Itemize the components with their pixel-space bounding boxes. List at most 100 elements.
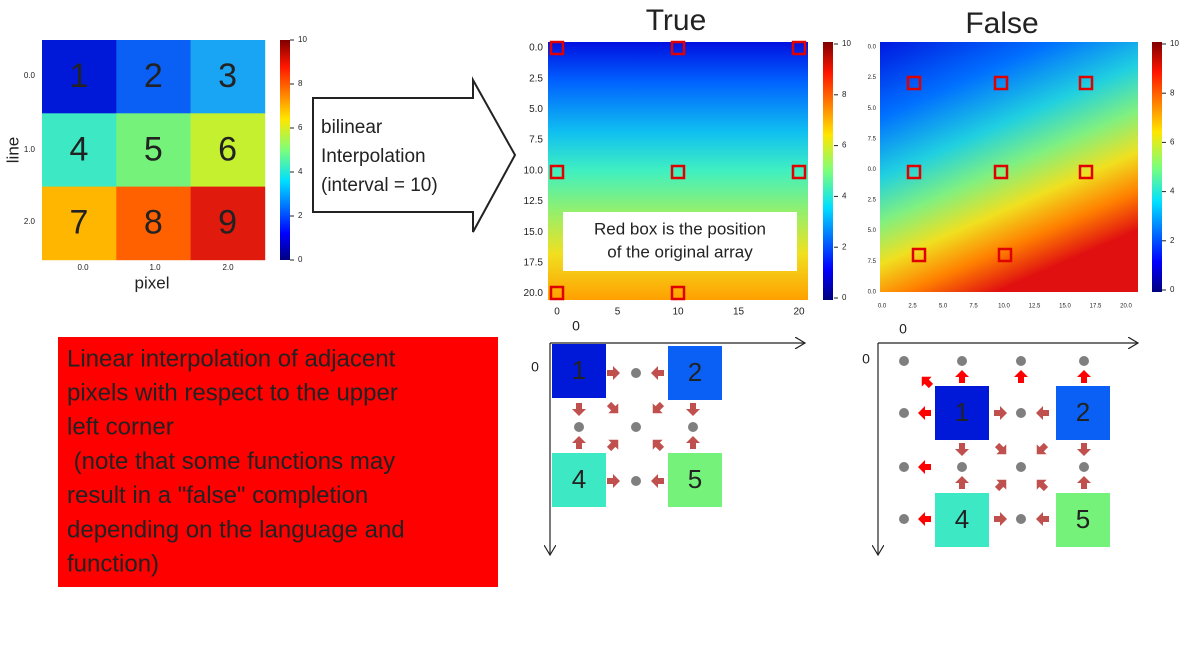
- y-tick-label: 0.0: [868, 167, 877, 173]
- heatmap-cell: [42, 113, 117, 187]
- colorbar-tick-label: 0: [298, 255, 303, 264]
- cell-value: 6: [218, 130, 237, 168]
- sample-dot: [631, 368, 641, 378]
- x-tick-label: 0.0: [77, 263, 89, 272]
- sample-dot: [1016, 514, 1026, 524]
- arrow: [994, 512, 1007, 526]
- sample-dot: [899, 408, 909, 418]
- x-tick-label: 15.0: [1059, 304, 1071, 310]
- panel-title: False: [965, 7, 1038, 40]
- y-tick-label: 0.0: [24, 71, 36, 80]
- cell-value: 2: [688, 357, 702, 387]
- x-tick-label: 5: [615, 307, 621, 318]
- x-tick-label: 1.0: [149, 263, 161, 272]
- arrow: [994, 406, 1007, 420]
- cell-value: 8: [144, 204, 163, 242]
- colorbar-tick-label: 10: [298, 35, 307, 44]
- heatmap-cell: [190, 186, 266, 261]
- y-tick-label: 7.5: [529, 135, 543, 146]
- x-tick-label: 20: [793, 307, 805, 318]
- cell-value: 2: [1076, 397, 1090, 427]
- arrow-text: bilinear: [321, 117, 383, 138]
- sample-dot: [1016, 462, 1026, 472]
- colorbar-tick-label: 6: [298, 123, 303, 132]
- x-tick-label: 0: [554, 307, 560, 318]
- cell-value: 1: [955, 397, 969, 427]
- red-box: [791, 164, 807, 180]
- sample-dot: [1016, 356, 1026, 366]
- sample-dot: [688, 422, 698, 432]
- arrow: [607, 366, 620, 380]
- heatmap-cell: [190, 113, 266, 187]
- arrow: [572, 403, 586, 416]
- pixel-cell: [1056, 493, 1110, 547]
- arrow-shape: [312, 76, 517, 233]
- arrow: [955, 476, 969, 489]
- arrow: [1031, 474, 1051, 494]
- arrow: [647, 399, 667, 419]
- red-box: [906, 164, 922, 180]
- cell-value: 1: [70, 57, 89, 95]
- x-tick-label: 10: [672, 307, 684, 318]
- heatmap-cell: [42, 186, 117, 261]
- y-tick-label: 7.5: [868, 259, 877, 265]
- red-box: [670, 164, 686, 180]
- colorbar: [823, 42, 833, 300]
- x-tick-label: 17.5: [1090, 304, 1102, 310]
- cell-value: 5: [144, 130, 163, 168]
- y-tick-label: 2.0: [24, 217, 36, 226]
- y-tick-label: 7.5: [868, 136, 877, 142]
- cell-value: 5: [1076, 504, 1090, 534]
- colorbar-tick-label: 6: [842, 141, 847, 150]
- arrow: [1014, 370, 1028, 383]
- colorbar-tick-label: 2: [1170, 236, 1175, 245]
- colorbar-tick-label: 6: [1170, 138, 1175, 147]
- arrow: [1036, 512, 1049, 526]
- sample-dot: [957, 356, 967, 366]
- arrow: [1036, 406, 1049, 420]
- cell-value: 4: [955, 504, 969, 534]
- y-tick-label: 10.0: [524, 165, 544, 176]
- colorbar-tick-label: 0: [1170, 285, 1175, 294]
- colorbar-tick-label: 10: [842, 39, 851, 48]
- sample-dot: [1079, 462, 1089, 472]
- arrow-text: (interval = 10): [321, 175, 438, 196]
- colorbar-tick-label: 0: [842, 293, 847, 302]
- heatmap-cell: [190, 40, 266, 114]
- red-box: [791, 40, 807, 56]
- arrow: [1077, 443, 1091, 456]
- arrow-text: Interpolation: [321, 146, 426, 167]
- arrow: [572, 436, 586, 449]
- y-tick-label: 0.0: [868, 45, 877, 51]
- y-tick-label: 1.0: [24, 145, 36, 154]
- note-box: [58, 337, 498, 587]
- colorbar-tick-label: 4: [298, 167, 303, 176]
- x-tick-label: 12.5: [1029, 304, 1041, 310]
- sample-dot: [899, 514, 909, 524]
- annotation-box: [563, 212, 797, 271]
- arrow: [918, 406, 931, 420]
- sample-dot: [957, 462, 967, 472]
- annotation: Red box is the position: [594, 219, 766, 238]
- x-tick-label: 7.5: [969, 304, 978, 310]
- cell-value: 7: [70, 204, 89, 242]
- arrow: [604, 434, 624, 454]
- note-text: Linear interpolation of adjacent: [67, 345, 396, 372]
- arrow: [918, 512, 931, 526]
- red-box: [993, 75, 1009, 91]
- axis-label: pixel: [135, 273, 170, 292]
- colorbar-tick-label: 4: [842, 192, 847, 201]
- y-tick-label: 17.5: [524, 258, 544, 269]
- panel-title: True: [646, 4, 707, 37]
- pixel-cell: [552, 453, 606, 507]
- sample-dot: [899, 462, 909, 472]
- cell-value: 5: [688, 464, 702, 494]
- note-text: result in a "false" completion: [67, 482, 368, 509]
- arrow: [651, 366, 664, 380]
- colorbar-tick-label: 10: [1170, 39, 1179, 48]
- arrow: [992, 474, 1012, 494]
- red-box: [670, 40, 686, 56]
- arrow: [1077, 370, 1091, 383]
- sample-dot: [1079, 356, 1089, 366]
